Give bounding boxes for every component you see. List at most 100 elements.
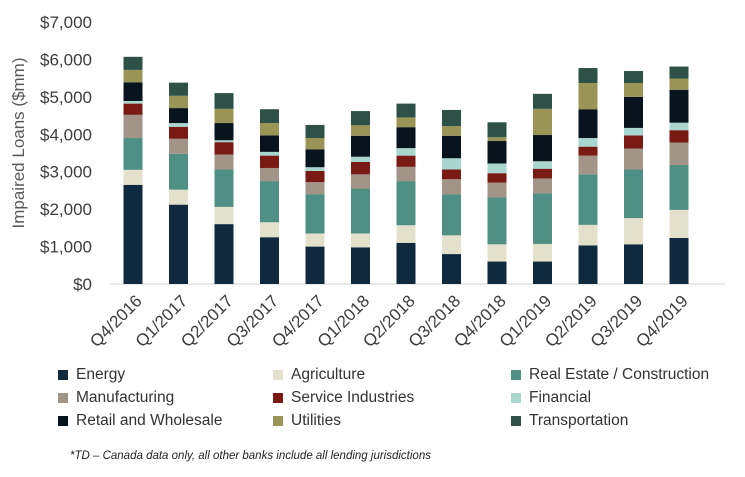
bar-segment [396, 242, 416, 284]
bar-segment [351, 174, 370, 189]
bar-segment [214, 169, 234, 207]
legend-swatch [58, 393, 68, 403]
bar-segment [578, 68, 598, 84]
bar-segment [123, 100, 143, 104]
bar-segment [260, 151, 279, 156]
legend-label: Retail and Wholesale [76, 412, 223, 429]
bar-segment [533, 161, 552, 169]
bar-segment [214, 123, 234, 141]
bar-segment [396, 117, 416, 128]
legend-swatch [511, 393, 521, 403]
bar-segment [487, 244, 507, 262]
bar-segment [624, 83, 643, 97]
bar-segment [396, 225, 416, 243]
bar-segment [123, 69, 143, 83]
bar-segment [578, 83, 598, 110]
bar-segment [669, 209, 689, 238]
bar-segment [624, 135, 643, 149]
y-tick-label: $4,000 [40, 125, 92, 144]
bar-segment [214, 93, 234, 109]
bar-segment [123, 184, 143, 284]
bar-segment [487, 137, 507, 142]
bar-segment [578, 224, 598, 246]
bar-segment [260, 181, 279, 223]
legend-label: Financial [529, 389, 592, 406]
bar-segment [351, 135, 370, 157]
bar-segment [214, 154, 234, 170]
legend-swatch [273, 416, 283, 426]
bar-segment [260, 135, 279, 152]
legend-swatch [58, 370, 68, 380]
legend-swatch [58, 416, 68, 426]
legend-label: Service Industries [291, 389, 415, 406]
bar-segment [260, 155, 279, 168]
bar-segment [260, 109, 279, 124]
bar-segment [578, 174, 598, 225]
legend-label: Real Estate / Construction [529, 366, 710, 383]
bar-segment [578, 245, 598, 284]
bar-segment [533, 243, 552, 262]
y-axis-title: Impaired Loans ($mm) [9, 57, 28, 228]
legend-swatch [273, 370, 283, 380]
bar-segment [305, 246, 325, 284]
bar-segment [123, 82, 143, 101]
bar-segment [624, 218, 643, 245]
legend-label: Energy [76, 366, 126, 383]
bar-segment [442, 169, 461, 180]
bar-segment [669, 89, 689, 123]
bar-segment [442, 254, 461, 284]
bar-segment [624, 71, 643, 84]
bar-segment [487, 182, 507, 198]
y-tick-label: $5,000 [40, 88, 92, 107]
bar-segment [533, 93, 552, 109]
bar-segment [351, 161, 370, 175]
legend-item: Financial [511, 389, 591, 407]
bar-segment [123, 138, 143, 170]
y-tick-label: $1,000 [40, 238, 92, 257]
bar-segment [214, 224, 234, 284]
bar-segment [487, 173, 507, 183]
bar-segment [396, 166, 416, 182]
legend-item: Real Estate / Construction [511, 366, 709, 384]
bar-segment [396, 103, 416, 118]
legend-item: Retail and Wholesale [58, 412, 222, 430]
bar-segment [578, 155, 598, 175]
bar-segment [487, 163, 507, 174]
y-tick-label: $0 [73, 275, 92, 294]
bar-segment [351, 111, 370, 126]
bar-segment [669, 164, 689, 210]
bar-segment [396, 181, 416, 226]
bar-segment [260, 123, 279, 136]
bar-segment [214, 140, 234, 143]
bar-segment [396, 148, 416, 156]
footnote: *TD – Canada data only, all other banks … [70, 450, 431, 462]
bar-segment [669, 130, 689, 143]
bar-segment [487, 141, 507, 164]
bar-segment [442, 194, 461, 236]
bar-segment [533, 193, 552, 244]
y-tick-label: $7,000 [40, 13, 92, 32]
legend-label: Transportation [529, 412, 629, 429]
legend-swatch [511, 416, 521, 426]
bars [123, 56, 689, 284]
bar-segment [123, 56, 143, 70]
bar-segment [169, 108, 188, 124]
bar-segment [169, 123, 188, 127]
bar-segment [624, 244, 643, 284]
legend-swatch [511, 370, 521, 380]
bar-segment [123, 103, 143, 115]
bar-segment [533, 261, 552, 284]
bar-segment [260, 167, 279, 182]
bar-segment [533, 178, 552, 194]
bar-segment [123, 114, 143, 139]
legend-item: Energy [58, 366, 125, 384]
bar-segment [442, 235, 461, 255]
bar-segment [669, 237, 689, 284]
bar-segment [351, 125, 370, 136]
bar-segment [442, 158, 461, 170]
x-axis: Q4/2016Q1/2017Q2/2017Q3/2017Q4/2017Q1/20… [86, 283, 725, 351]
bar-segment [578, 146, 598, 156]
bar-segment [669, 78, 689, 90]
legend-swatch [273, 393, 283, 403]
bar-segment [169, 138, 188, 154]
